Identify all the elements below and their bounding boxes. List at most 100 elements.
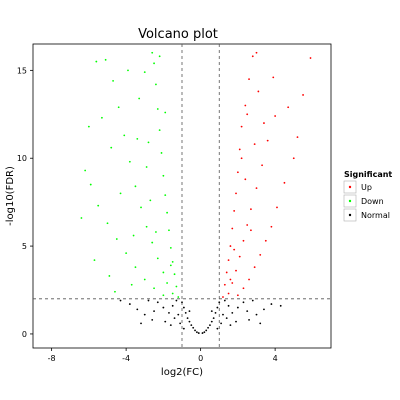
data-point-up (222, 296, 224, 298)
data-point-normal (175, 299, 178, 302)
x-tick-label: 0 (198, 354, 203, 363)
data-point-down (130, 283, 133, 286)
data-point-up (263, 122, 265, 124)
data-point-normal (151, 318, 154, 321)
data-point-up (257, 90, 260, 93)
data-point-normal (279, 304, 282, 307)
data-point-normal (207, 326, 209, 329)
data-point-up (272, 76, 275, 79)
data-point-normal (216, 327, 219, 330)
data-point-down (119, 192, 122, 195)
data-point-normal (209, 324, 211, 327)
data-point-normal (210, 320, 213, 323)
points-layer (80, 51, 312, 334)
data-point-up (274, 115, 277, 117)
data-point-up (302, 94, 304, 96)
data-point-up (231, 227, 234, 230)
data-point-down (149, 199, 152, 202)
data-point-up (283, 181, 286, 184)
data-point-normal (182, 327, 185, 330)
data-point-up (287, 106, 290, 109)
data-point-up (227, 292, 230, 295)
data-point-down (134, 185, 137, 188)
data-point-normal (128, 303, 131, 305)
data-point-down (171, 292, 174, 295)
data-point-normal (171, 304, 174, 307)
x-axis-ticks: -8 -4 0 4 (48, 348, 278, 363)
data-point-up (248, 278, 250, 281)
data-point-normal (188, 310, 191, 312)
data-point-normal (197, 332, 200, 334)
y-tick-label: 0 (22, 330, 27, 339)
x-tick-label: 4 (273, 354, 278, 363)
data-point-down (127, 69, 129, 72)
data-point-normal (201, 332, 204, 334)
data-point-normal (179, 322, 182, 325)
data-point-normal (169, 324, 172, 327)
data-point-down (143, 278, 146, 281)
data-point-normal (259, 322, 262, 325)
data-point-down (151, 51, 154, 54)
data-point-normal (231, 311, 234, 314)
data-point-down (136, 137, 139, 140)
data-point-up (240, 125, 243, 128)
data-point-up (296, 136, 299, 139)
y-axis-label: -log10(FDR) (5, 166, 16, 226)
data-point-normal (188, 320, 191, 323)
data-point-normal (214, 311, 217, 314)
x-axis-label: log2(FC) (161, 367, 203, 378)
data-point-down (104, 58, 107, 61)
data-point-down (169, 264, 172, 267)
data-point-up (309, 57, 312, 59)
legend: Significant Up Down Normal (343, 170, 392, 222)
data-point-down (123, 134, 126, 137)
chart-title: Volcano plot (138, 27, 218, 42)
data-point-up (242, 239, 245, 242)
data-point-up (250, 208, 252, 211)
data-point-normal (196, 331, 198, 334)
data-point-normal (205, 329, 208, 332)
data-point-up (231, 282, 234, 284)
data-point-up (235, 192, 237, 195)
data-point-normal (194, 329, 196, 332)
data-point-down (97, 204, 100, 207)
data-point-down (114, 290, 116, 293)
data-point-up (259, 253, 262, 256)
data-point-normal (164, 320, 167, 323)
data-point-normal (186, 317, 189, 320)
data-point-down (115, 238, 118, 240)
data-point-down (101, 116, 103, 119)
data-point-down (134, 266, 137, 269)
data-point-down (168, 229, 170, 232)
data-point-down (162, 294, 165, 297)
data-point-normal (192, 326, 195, 329)
y-axis-ticks: 0 5 10 15 (17, 66, 33, 339)
data-point-up (238, 255, 241, 258)
data-point-down (147, 141, 150, 144)
data-point-down (151, 241, 154, 244)
data-point-down (155, 83, 157, 86)
data-point-normal (246, 310, 249, 312)
data-point-down (166, 211, 169, 214)
data-point-up (233, 210, 236, 212)
data-point-up (266, 139, 269, 142)
data-point-normal (156, 301, 159, 304)
data-point-normal (227, 304, 230, 307)
data-point-up (261, 164, 263, 167)
data-point-normal (236, 306, 239, 309)
data-point-up (251, 55, 254, 58)
legend-label: Up (361, 183, 372, 192)
data-point-down (162, 271, 165, 274)
data-point-normal (181, 301, 183, 304)
data-point-down (153, 287, 155, 290)
data-point-normal (173, 317, 176, 320)
legend-marker (348, 213, 352, 217)
data-point-up (253, 266, 256, 269)
data-point-down (132, 234, 135, 237)
data-point-down (173, 273, 176, 276)
data-point-up (255, 51, 258, 54)
y-tick-label: 10 (17, 154, 27, 163)
data-point-down (95, 60, 98, 63)
data-point-down (145, 166, 148, 168)
